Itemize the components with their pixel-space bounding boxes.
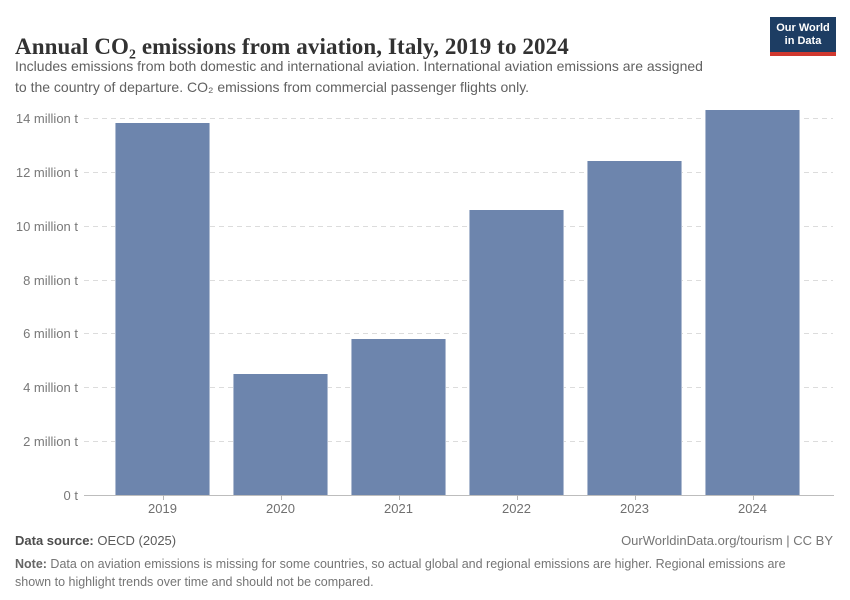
x-axis-tick-label: 2022 <box>502 501 531 516</box>
y-axis-tick-label: 6 million t <box>23 326 78 342</box>
x-axis-tick-label: 2023 <box>620 501 649 516</box>
y-axis-tick-label: 14 million t <box>15 111 78 126</box>
chart-note: Note: Data on aviation emissions is miss… <box>15 555 825 591</box>
chart-subtitle-line1: Includes emissions from both domestic an… <box>15 58 703 74</box>
gridline <box>84 333 833 335</box>
y-axis-tick-label: 12 million t <box>15 164 78 180</box>
owid-logo[interactable]: Our World in Data <box>770 17 836 56</box>
y-axis-tick-label: 8 million t <box>23 272 78 288</box>
gridline <box>84 441 833 443</box>
x-axis-tick <box>280 495 282 500</box>
bar-2019[interactable] <box>115 123 210 495</box>
y-axis-tick-label: 10 million t <box>15 218 78 234</box>
x-axis-tick <box>634 495 636 500</box>
chart-note-line1: Data on aviation emissions is missing fo… <box>46 557 786 571</box>
gridline <box>84 118 833 119</box>
x-axis-tick <box>752 495 754 500</box>
data-source-value: OECD (2025) <box>93 533 177 548</box>
owid-logo-line2: in Data <box>784 35 822 47</box>
bar-2022[interactable] <box>469 209 564 495</box>
bar-2024[interactable] <box>705 109 800 495</box>
gridline <box>84 225 833 227</box>
x-axis-tick <box>398 495 400 500</box>
data-source-label: Data source: <box>15 533 94 548</box>
x-axis-tick-label: 2021 <box>384 501 413 516</box>
y-axis-tick-label: 2 million t <box>23 434 78 450</box>
y-axis-tick-label: 4 million t <box>23 380 78 396</box>
chart-subtitle-line2: to the country of departure. CO₂ emissio… <box>15 79 530 95</box>
bar-2023[interactable] <box>587 161 682 495</box>
owid-logo-line1: Our World <box>776 22 830 34</box>
data-source: Data source: OECD (2025) <box>15 533 176 548</box>
chart-note-line2: shown to highlight trends over time and … <box>15 575 374 589</box>
gridline <box>84 171 833 173</box>
x-axis-tick-label: 2024 <box>738 501 767 516</box>
chart-subtitle: Includes emissions from both domestic an… <box>15 56 775 98</box>
x-axis-tick <box>162 495 164 500</box>
owid-license-link[interactable]: OurWorldinData.org/tourism | CC BY <box>621 533 833 548</box>
x-axis-tick <box>516 495 518 500</box>
chart-title: Annual CO₂ emissions from aviation, Ital… <box>15 34 569 60</box>
gridline <box>84 387 833 389</box>
x-axis-tick-label: 2019 <box>148 501 177 516</box>
x-axis-tick-label: 2020 <box>266 501 295 516</box>
chart-note-label: Note: <box>15 557 47 571</box>
bar-2020[interactable] <box>233 373 328 495</box>
gridline <box>84 279 833 281</box>
y-axis-tick-label: 0 t <box>63 488 78 503</box>
x-axis-line <box>84 495 834 496</box>
bar-2021[interactable] <box>351 338 446 495</box>
